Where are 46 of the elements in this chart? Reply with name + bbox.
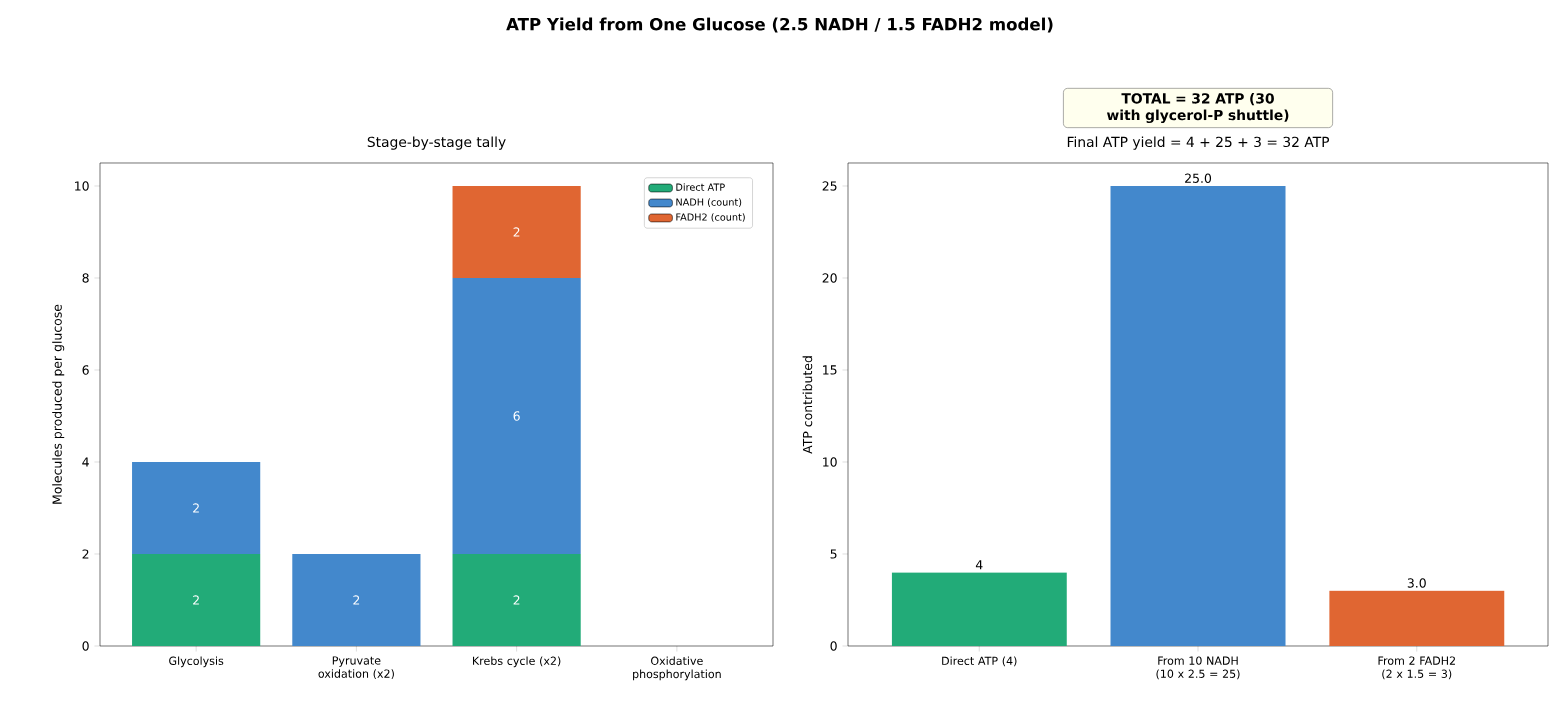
bar xyxy=(132,462,261,554)
y-tick-label: 25 xyxy=(822,181,837,191)
data-label: 25.0 xyxy=(1185,173,1212,183)
data-label: 3.0 xyxy=(1407,578,1426,588)
y-tick-label: 6 xyxy=(82,365,89,375)
y-tick-label: 4 xyxy=(82,457,89,467)
bar xyxy=(292,554,421,646)
legend-label: NADH (count) xyxy=(676,198,742,207)
bar xyxy=(452,554,581,646)
y-tick-label: 8 xyxy=(82,273,89,283)
bar xyxy=(452,186,581,278)
x-tick-label: From 2 FADH2 (2 x 1.5 = 3) xyxy=(1378,656,1455,680)
x-tick-label: From 10 NADH (10 x 2.5 = 25) xyxy=(1156,656,1240,680)
text: ATP Yield from One Glucose (2.5 NADH / 1.5 FADH2 model) xyxy=(506,17,1053,33)
x-tick-label: Glycolysis xyxy=(169,656,224,668)
text: TOTAL = 32 ATP (30 with glycerol-P shuttle) xyxy=(1106,92,1289,124)
data-label: 6 xyxy=(513,411,520,421)
y-tick-label: 10 xyxy=(75,181,89,191)
x-tick-label: Pyruvate oxidation (x2) xyxy=(318,656,394,680)
y-tick-label: 0 xyxy=(830,641,837,651)
bar xyxy=(891,572,1067,646)
chart-title: Stage-by-stage tally xyxy=(367,136,506,150)
x-tick-label: Oxidative phosphorylation xyxy=(633,656,721,681)
y-axis-title: ATP contributed xyxy=(802,356,813,454)
bar xyxy=(1110,185,1286,646)
y-axis-title: Molecules produced per glucose xyxy=(52,304,65,504)
legend-label: FADH2 (count) xyxy=(676,213,745,222)
bar xyxy=(1329,590,1505,646)
y-tick-label: 0 xyxy=(82,641,89,651)
data-label: 2 xyxy=(513,595,520,605)
data-label: 2 xyxy=(353,595,360,605)
y-tick-label: 5 xyxy=(830,549,837,559)
data-label: 2 xyxy=(513,227,520,237)
y-tick-label: 2 xyxy=(82,549,89,559)
y-tick-label: 20 xyxy=(822,273,837,283)
y-tick-label: 15 xyxy=(823,365,837,375)
y-tick-label: 10 xyxy=(823,457,837,467)
data-label: 2 xyxy=(193,595,199,605)
data-label: 2 xyxy=(193,503,199,513)
data-label: 4 xyxy=(975,560,983,570)
bar xyxy=(132,554,261,646)
legend-label: Direct ATP xyxy=(676,183,725,191)
x-tick-label: Direct ATP (4) xyxy=(942,656,1017,667)
x-tick-label: Krebs cycle (x2) xyxy=(473,656,561,668)
chart-title: Final ATP yield = 4 + 25 + 3 = 32 ATP xyxy=(1067,136,1330,150)
bar xyxy=(452,277,581,554)
